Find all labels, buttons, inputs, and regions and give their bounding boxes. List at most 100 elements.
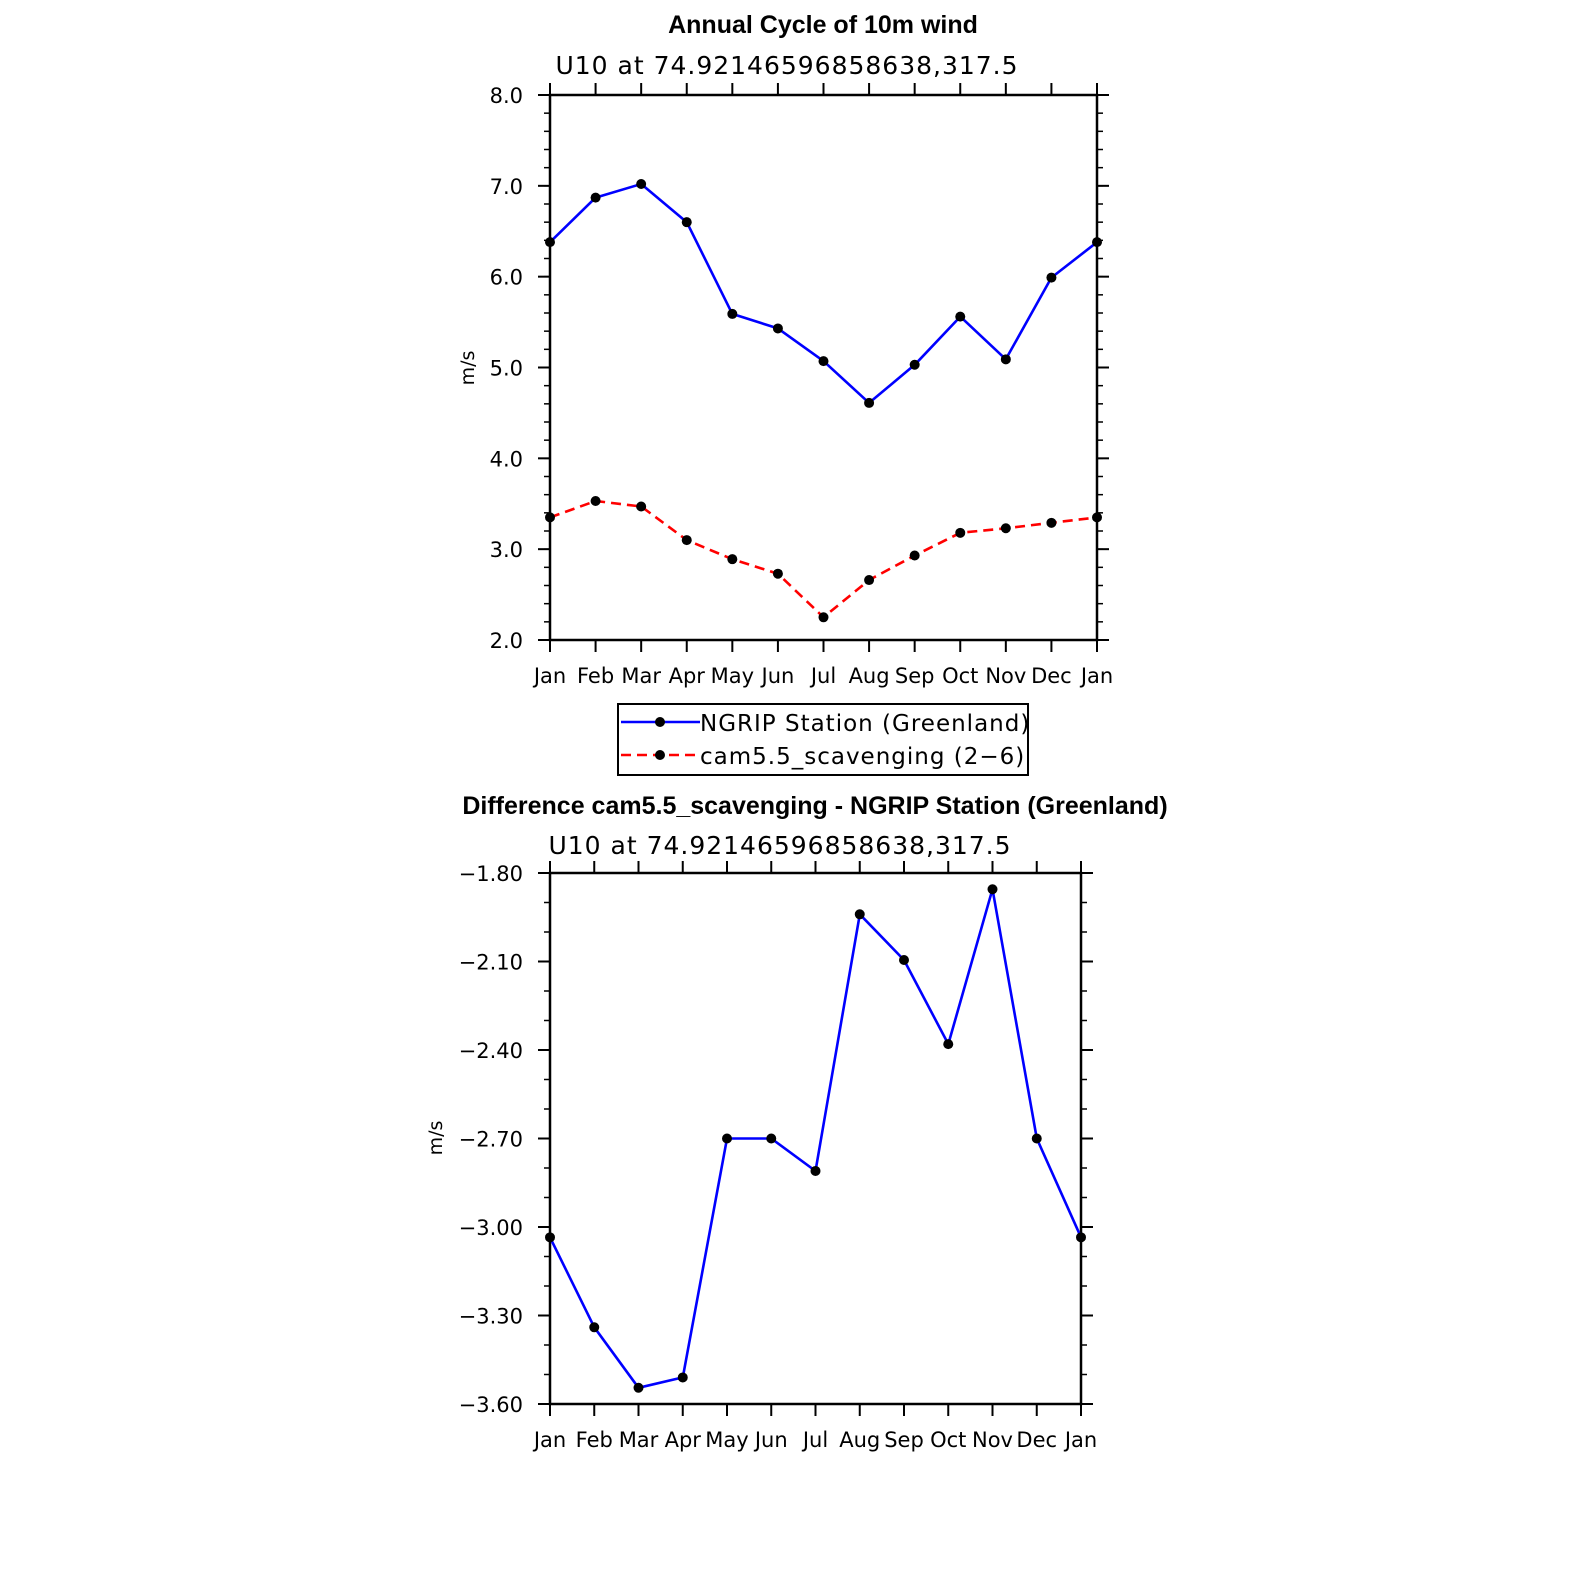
data-point <box>681 535 692 546</box>
x-tick-label: Apr <box>665 1428 702 1452</box>
top-chart-y-axis-label: m/s <box>457 351 479 386</box>
data-point <box>589 1322 600 1333</box>
data-point <box>943 1039 954 1050</box>
x-tick-label: Feb <box>576 1428 613 1452</box>
top-chart-plot: Jan Feb Mar Apr May Jun Jul Aug Sep Oct Nov Dec Jan 2… <box>490 83 1113 688</box>
y-tick-label: 3.0 <box>490 538 523 562</box>
data-point <box>545 1232 555 1243</box>
y-tick-label: 6.0 <box>490 266 523 290</box>
legend-marker-cam <box>655 750 665 760</box>
legend-label-cam: cam5.5_scavenging (2−6) <box>700 744 1025 770</box>
series-line-0 <box>548 887 1083 1390</box>
x-tick-label: Sep <box>895 664 935 688</box>
y-tick-label: −3.30 <box>459 1305 523 1329</box>
top-chart: Annual Cycle of 10m wind U10 at 74.92146… <box>457 11 1113 776</box>
x-tick-label: Apr <box>669 664 706 688</box>
data-point <box>818 612 829 623</box>
data-point <box>955 527 966 538</box>
data-point <box>772 568 783 579</box>
data-point <box>854 909 865 920</box>
y-tick-label: −1.80 <box>459 862 523 886</box>
x-tick-label: Jan <box>532 664 566 688</box>
y-tick-label: 5.0 <box>490 357 523 381</box>
series-line-0 <box>549 182 1098 405</box>
data-point <box>1000 523 1011 534</box>
data-point <box>766 1133 777 1144</box>
y-tick-label: −2.10 <box>459 951 523 975</box>
x-tick-label: Jul <box>801 1428 828 1452</box>
legend-marker-ngrip <box>655 717 665 727</box>
x-tick-label: Sep <box>884 1428 924 1452</box>
x-tick-label: Oct <box>930 1428 966 1452</box>
bottom-chart: Difference cam5.5_scavenging - NGRIP Sta… <box>425 792 1168 1452</box>
data-point <box>677 1372 688 1383</box>
bottom-chart-title: Difference cam5.5_scavenging - NGRIP Sta… <box>462 792 1167 820</box>
x-tick-label: Dec <box>1031 664 1072 688</box>
x-tick-label: Aug <box>839 1428 880 1452</box>
x-tick-label: Nov <box>972 1428 1013 1452</box>
data-point <box>727 308 738 319</box>
data-point <box>590 496 601 507</box>
data-point <box>1046 517 1057 528</box>
y-tick-label: 8.0 <box>490 84 523 108</box>
data-point <box>899 955 909 966</box>
y-tick-label: 7.0 <box>490 175 523 199</box>
data-point <box>1092 237 1102 248</box>
x-tick-label: Jun <box>760 664 795 688</box>
data-point <box>545 512 555 523</box>
x-tick-label: Oct <box>942 664 978 688</box>
data-point <box>987 884 998 895</box>
y-tick-label: 4.0 <box>490 447 523 471</box>
x-tick-label: Jan <box>1063 1428 1097 1452</box>
y-tick-label: −3.60 <box>459 1393 523 1417</box>
bottom-chart-y-axis-label: m/s <box>425 1121 447 1156</box>
x-tick-label: Jan <box>532 1428 566 1452</box>
x-tick-label: Nov <box>985 664 1026 688</box>
bottom-chart-plot: Jan Feb Mar Apr May Jun Jul Aug Sep Oct Nov Dec Jan−… <box>459 861 1097 1452</box>
x-tick-label: Feb <box>577 664 614 688</box>
x-tick-label: May <box>705 1428 748 1452</box>
x-tick-label: Jul <box>809 664 836 688</box>
data-point <box>1031 1133 1042 1144</box>
x-tick-label: Jan <box>1079 664 1113 688</box>
data-point <box>955 311 966 322</box>
data-point <box>864 575 875 586</box>
y-tick-label: −3.00 <box>459 1216 523 1240</box>
data-point <box>909 550 920 561</box>
data-point <box>818 356 829 367</box>
data-point <box>633 1382 644 1393</box>
x-tick-label: Mar <box>621 664 661 688</box>
y-tick-label: −2.70 <box>459 1128 523 1152</box>
data-point <box>810 1165 821 1176</box>
data-point <box>636 179 647 190</box>
x-tick-label: Jun <box>753 1428 788 1452</box>
x-tick-label: Mar <box>619 1428 659 1452</box>
data-point <box>1076 1232 1086 1243</box>
data-point <box>545 237 555 248</box>
legend-box <box>617 703 1029 776</box>
data-point <box>681 217 692 228</box>
data-point <box>1046 272 1057 283</box>
bottom-chart-subtitle: U10 at 74.92146596858638,317.5 <box>548 831 1011 860</box>
series-line-1 <box>549 499 1098 619</box>
data-point <box>772 323 783 334</box>
top-chart-title: Annual Cycle of 10m wind <box>668 11 978 39</box>
top-chart-legend: NGRIP Station (Greenland) cam5.5_scaveng… <box>617 703 1030 776</box>
legend-label-ngrip: NGRIP Station (Greenland) <box>700 711 1030 737</box>
x-tick-label: May <box>711 664 754 688</box>
plot-frame <box>548 871 1083 1406</box>
data-point <box>909 359 920 370</box>
y-tick-label: 2.0 <box>490 629 523 653</box>
data-point <box>590 192 601 203</box>
data-point <box>727 554 738 565</box>
plot-frame <box>548 93 1099 642</box>
data-point <box>1000 354 1011 365</box>
y-tick-label: −2.40 <box>459 1039 523 1063</box>
x-tick-label: Aug <box>849 664 890 688</box>
data-point <box>722 1133 732 1144</box>
data-point <box>864 397 875 408</box>
data-point <box>636 501 647 512</box>
x-tick-label: Dec <box>1016 1428 1057 1452</box>
